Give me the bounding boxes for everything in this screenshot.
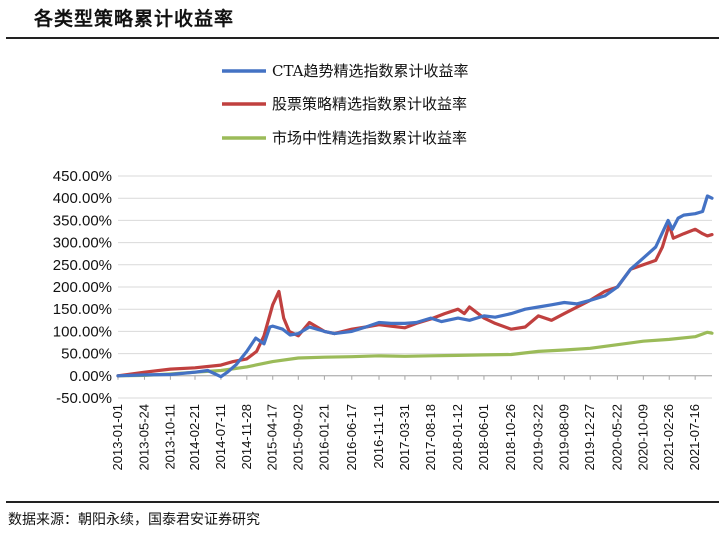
legend-label: CTA趋势精选指数累计收益率: [272, 62, 469, 80]
y-tick-label: 400.00%: [53, 190, 112, 207]
grid-layer: [118, 175, 712, 399]
x-tick-label: 2017-03-31: [397, 404, 412, 471]
legend-label: 市场中性精选指数累计收益率: [272, 129, 467, 147]
x-tick-label: 2018-10-26: [503, 404, 518, 471]
x-tick-label: 2015-04-17: [265, 404, 280, 471]
chart-title: 各类型策略累计收益率: [34, 8, 235, 30]
title-rule: [6, 37, 719, 39]
x-tick-label: 2015-09-02: [290, 404, 305, 471]
source-note: 数据来源：朝阳永续，国泰君安证券研究: [8, 512, 260, 528]
y-tick-label: 200.00%: [53, 279, 112, 296]
x-tick-label: 2014-11-28: [239, 404, 254, 470]
x-tick-label: 2017-08-18: [423, 404, 438, 471]
x-tick-label: 2016-11-11: [371, 404, 386, 469]
y-tick-label: 50.00%: [61, 346, 112, 363]
y-tick-label: 250.00%: [53, 257, 112, 274]
x-tick-label: 2014-02-21: [187, 404, 202, 471]
y-tick-label: 150.00%: [53, 301, 112, 318]
y-tick-label: 100.00%: [53, 323, 112, 340]
x-tick-label: 2019-12-27: [582, 404, 597, 471]
y-tick-label: 300.00%: [53, 235, 112, 252]
x-tick-label: 2021-02-26: [661, 404, 676, 471]
x-tick-label: 2019-03-22: [530, 404, 545, 471]
series-line-3: [116, 330, 714, 378]
x-tick-label: 2021-07-16: [687, 404, 702, 471]
x-tick-label: 2019-08-09: [556, 404, 571, 471]
x-tick-label: 2013-10-11: [162, 404, 177, 470]
x-tick-label: 2014-07-11: [213, 404, 228, 470]
series-line-1: [116, 194, 714, 379]
x-tick-label: 2016-06-17: [344, 404, 359, 471]
y-tick-label: 350.00%: [53, 212, 112, 229]
x-tick-label: 2020-05-22: [609, 404, 624, 471]
legend-label: 股票策略精选指数累计收益率: [272, 95, 467, 113]
series-line-2: [116, 223, 714, 378]
series-layer: [116, 194, 714, 379]
y-tick-label: 450.00%: [53, 168, 112, 185]
y-tick-label: 0.00%: [69, 368, 112, 385]
x-tick-label: 2018-01-12: [450, 404, 465, 471]
x-tick-label: 2013-05-24: [136, 404, 151, 471]
footer-rule: [6, 501, 719, 503]
x-tick-label: 2013-01-01: [110, 404, 125, 471]
axis-layer: 450.00% 400.00% 350.00% 300.00% 250.00% 200.0…: [53, 168, 712, 471]
x-tick-label: 2020-10-09: [635, 404, 650, 471]
y-tick-label: -50.00%: [56, 390, 112, 407]
x-tick-label: 2018-06-01: [476, 404, 491, 471]
x-tick-label: 2016-01-21: [316, 404, 331, 471]
